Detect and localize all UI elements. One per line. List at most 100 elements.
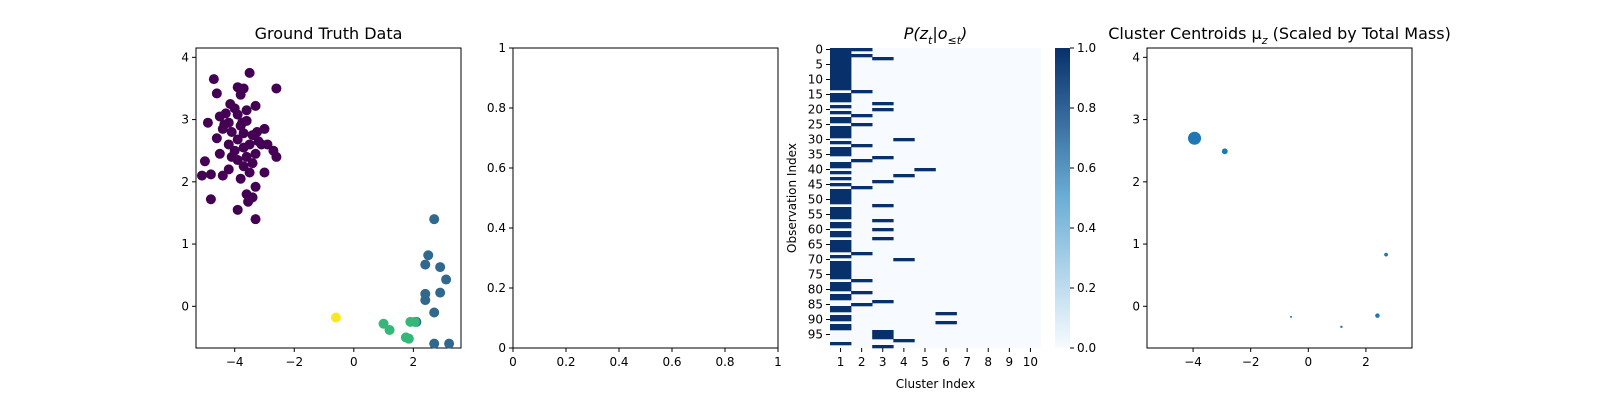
ground-truth-point (205, 169, 216, 180)
ground-truth-xtick-label: 0 (350, 355, 358, 369)
heatmap-cell (893, 258, 915, 262)
heatmap-cell (830, 255, 852, 259)
heatmap-cell (830, 240, 852, 244)
heatmap-cell (830, 153, 852, 157)
heatmap-cell (872, 219, 894, 223)
centroids-frame (1146, 47, 1413, 349)
ground-truth-point (271, 151, 282, 162)
ground-truth-point (241, 105, 252, 116)
heatmap-title-part: |o (932, 24, 947, 43)
heatmap-cell (851, 90, 873, 94)
heatmap-cell (872, 330, 894, 334)
heatmap-cell (851, 54, 873, 58)
colorbar-tick-label: 0.8 (1077, 101, 1096, 115)
empty-axes-xtick-label: 1 (774, 355, 782, 369)
ground-truth-point (259, 167, 270, 178)
ground-truth-panel: −4 −2 0 2 0 1 2 3 4 Ground Truth Data (181, 24, 462, 369)
heatmap-cell (830, 222, 852, 226)
heatmap-cell (830, 63, 852, 67)
ground-truth-point (214, 148, 225, 159)
ground-truth-point (232, 155, 243, 166)
ground-truth-point (244, 67, 255, 78)
heatmap-ytick-label: 30 (808, 133, 823, 147)
heatmap-ytick-label: 80 (808, 283, 823, 297)
ground-truth-point (217, 170, 228, 181)
heatmap-cell (851, 123, 873, 127)
ground-truth-point (243, 196, 254, 207)
ground-truth-point (219, 119, 230, 130)
ground-truth-point (214, 111, 225, 122)
heatmap-ytick-label: 95 (808, 328, 823, 342)
centroid-point (1340, 325, 1343, 329)
heatmap-ytick-label: 65 (808, 238, 823, 252)
ground-truth-point (226, 127, 237, 138)
empty-axes-ytick-label: 1 (498, 41, 506, 55)
heatmap-ytick-label: 55 (808, 208, 823, 222)
heatmap-cell (830, 177, 852, 181)
heatmap-ytick-label: 10 (808, 73, 823, 87)
heatmap-cell (893, 174, 915, 178)
heatmap-ytick-label: 0 (815, 43, 823, 57)
ground-truth-point (211, 133, 222, 144)
heatmap-cell (935, 321, 957, 325)
heatmap-cell (893, 339, 915, 343)
heatmap-cell (914, 168, 936, 172)
colorbar-tick-label: 0.2 (1077, 281, 1096, 295)
heatmap-cell (851, 252, 873, 256)
ground-truth-point (232, 109, 243, 120)
ground-truth-point (250, 148, 261, 159)
heatmap-cell (830, 213, 852, 217)
ground-truth-point (256, 139, 267, 150)
heatmap-cell (830, 273, 852, 277)
ground-truth-point (244, 167, 255, 178)
heatmap-cell (872, 336, 894, 340)
heatmap-cell (872, 102, 894, 106)
heatmap-cell (830, 201, 852, 205)
heatmap-cell (830, 249, 852, 253)
ground-truth-point (250, 214, 261, 225)
ground-truth-point (420, 259, 431, 270)
heatmap-xtick-label: 3 (879, 355, 887, 369)
heatmap-background (830, 48, 1041, 348)
heatmap-cell (851, 186, 873, 190)
heatmap-cell (851, 114, 873, 118)
heatmap-cell (830, 66, 852, 70)
heatmap-cell (872, 204, 894, 208)
ground-truth-point (429, 338, 440, 349)
empty-axes-xtick-label: 0.2 (556, 355, 575, 369)
heatmap-ytick-label: 90 (808, 313, 823, 327)
heatmap-cell (830, 297, 852, 301)
heatmap-cell (830, 60, 852, 64)
heatmap-xtick-label: 4 (900, 355, 908, 369)
heatmap-cell (851, 159, 873, 163)
ground-truth-point (252, 127, 263, 138)
centroids-title: Cluster Centroids μz (Scaled by Total Ma… (1108, 24, 1451, 47)
centroids-ytick-label: 0 (1132, 299, 1140, 313)
ground-truth-xtick-label: −4 (226, 355, 244, 369)
heatmap-cell (893, 138, 915, 142)
ground-truth-point (223, 164, 234, 175)
ground-truth-ytick-label: 0 (181, 299, 189, 313)
heatmap-xlabel: Cluster Index (896, 377, 975, 391)
heatmap-cell (830, 111, 852, 115)
heatmap-xtick-label: 1 (837, 355, 845, 369)
ground-truth-ytick-label: 2 (181, 175, 189, 189)
centroids-xtick-label: 2 (1362, 355, 1370, 369)
heatmap-xtick-label: 7 (963, 355, 971, 369)
heatmap-cell (830, 69, 852, 73)
ground-truth-point (420, 295, 431, 306)
empty-axes-ytick-label: 0.4 (487, 221, 506, 235)
cluster-centroids-panel: −4 −2 0 2 0 1 2 3 4 Cluster Centroids μz (Scaled … (1108, 24, 1451, 369)
heatmap-cell (851, 144, 873, 148)
colorbar (1055, 48, 1070, 348)
empty-axes-xtick-label: 0.6 (662, 355, 681, 369)
heatmap-cell (830, 120, 852, 124)
empty-axes-xtick-label: 0.4 (609, 355, 628, 369)
ground-truth-point (199, 156, 210, 167)
heatmap-cell (830, 246, 852, 250)
ground-truth-point (435, 287, 446, 298)
heatmap-cell (830, 234, 852, 238)
ground-truth-point (238, 128, 249, 139)
centroids-ytick-label: 4 (1132, 50, 1140, 64)
